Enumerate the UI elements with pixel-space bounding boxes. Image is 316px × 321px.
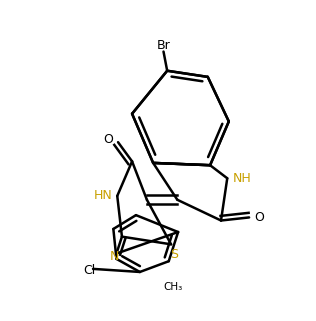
Text: NH: NH (232, 172, 251, 185)
Text: S: S (170, 248, 178, 261)
Text: CH₃: CH₃ (163, 282, 182, 292)
Text: Cl: Cl (83, 264, 95, 277)
Text: O: O (254, 211, 264, 224)
Text: Br: Br (157, 39, 170, 52)
Text: O: O (103, 133, 113, 146)
Text: HN: HN (93, 189, 112, 203)
Text: N: N (110, 250, 119, 263)
